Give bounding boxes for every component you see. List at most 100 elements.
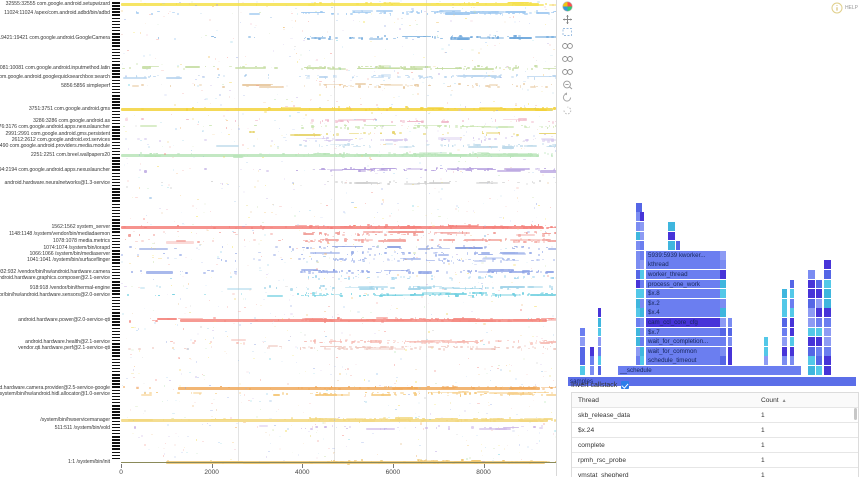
flame-frame[interactable] [764, 347, 768, 356]
flame-frame[interactable] [640, 299, 644, 308]
flame-frame[interactable] [816, 318, 822, 327]
move-icon[interactable] [558, 13, 578, 26]
flame-frame[interactable] [640, 308, 644, 317]
flame-frame[interactable] [782, 318, 787, 327]
help-badge[interactable]: HELP [831, 2, 858, 14]
flame-frame[interactable] [824, 270, 831, 279]
flame-frame[interactable] [790, 280, 794, 289]
flame-frame[interactable] [640, 270, 644, 279]
flame-frame[interactable] [668, 222, 675, 231]
flame-frame[interactable] [782, 356, 787, 365]
flame-frame[interactable] [808, 366, 815, 375]
flame-frame[interactable] [824, 328, 831, 337]
flame-frame[interactable] [790, 318, 794, 327]
flame-frame[interactable] [824, 299, 831, 308]
binoculars-icon-3[interactable] [558, 65, 578, 78]
flame-frame[interactable] [808, 347, 815, 356]
flame-frame[interactable]: __schedule [618, 366, 801, 375]
flame-frame[interactable] [720, 356, 726, 365]
flame-frame[interactable] [816, 280, 822, 289]
flame-frame[interactable] [720, 270, 726, 279]
flame-frame[interactable] [824, 280, 831, 289]
flame-frame[interactable] [598, 366, 601, 375]
flame-frame[interactable] [808, 328, 815, 337]
flame-frame[interactable] [720, 328, 726, 337]
flame-frame[interactable] [816, 289, 822, 298]
flame-frame[interactable] [720, 299, 726, 308]
flame-frame[interactable] [720, 260, 726, 269]
flame-frame[interactable] [764, 337, 768, 346]
flame-frame[interactable] [590, 366, 594, 375]
flame-frame[interactable]: schedule_timeout [646, 356, 720, 365]
flame-frame[interactable] [824, 318, 831, 327]
flame-frame[interactable] [790, 308, 794, 317]
flame-frame[interactable]: $x.4 [646, 308, 720, 317]
flame-frame[interactable] [808, 299, 815, 308]
flame-frame[interactable] [808, 318, 815, 327]
flame-frame[interactable] [580, 337, 585, 346]
flame-frame[interactable] [720, 280, 726, 289]
flame-frame[interactable] [824, 260, 831, 269]
color-picker-icon[interactable] [558, 0, 578, 13]
flame-frame[interactable] [580, 328, 585, 337]
flame-frame[interactable] [728, 318, 732, 327]
flame-frame[interactable] [808, 280, 815, 289]
flame-frame[interactable] [720, 251, 726, 260]
flame-frame[interactable] [640, 347, 644, 356]
flame-frame[interactable] [824, 289, 831, 298]
flame-frame[interactable] [790, 328, 794, 337]
flame-frame[interactable] [728, 347, 732, 356]
flame-frame[interactable] [816, 366, 822, 375]
flame-frame[interactable]: cam_ccl_core_cfg [646, 318, 720, 327]
flame-frame[interactable] [668, 241, 675, 250]
flame-frame[interactable] [782, 328, 787, 337]
flame-frame[interactable]: wait_for_common [646, 347, 720, 356]
flame-frame[interactable] [640, 328, 644, 337]
flame-frame[interactable] [816, 337, 822, 346]
flame-frame[interactable] [590, 356, 594, 365]
flame-frame[interactable] [640, 251, 644, 260]
binoculars-icon-2[interactable] [558, 52, 578, 65]
flame-frame[interactable]: kthread [646, 260, 720, 269]
flame-frame[interactable] [816, 356, 822, 365]
flame-frame[interactable] [790, 337, 794, 346]
flame-frame[interactable] [668, 232, 675, 241]
timeline-panel[interactable]: 32555:32555 com.google.android.setupwiza… [0, 0, 557, 476]
flame-frame[interactable] [782, 308, 787, 317]
flame-frame[interactable] [782, 299, 787, 308]
flame-frame[interactable] [640, 232, 644, 241]
zoom-out-icon[interactable] [558, 78, 578, 91]
flame-frame[interactable] [782, 337, 787, 346]
flame-frame[interactable]: worker_thread [646, 270, 720, 279]
flame-frame[interactable] [598, 328, 601, 337]
flame-frame[interactable] [640, 212, 644, 221]
flame-frame[interactable] [790, 289, 794, 298]
flame-frame[interactable] [720, 308, 726, 317]
flame-frame[interactable] [640, 222, 644, 231]
zoom-box-icon[interactable] [558, 26, 578, 39]
flame-frame[interactable] [824, 308, 831, 317]
flame-frame[interactable] [598, 356, 601, 365]
flame-frame[interactable]: process_one_work [646, 280, 720, 289]
flame-frame[interactable] [808, 270, 815, 279]
reset-icon[interactable] [558, 91, 578, 104]
flame-frame[interactable] [790, 347, 794, 356]
flame-frame[interactable]: wait_for_completion... [646, 337, 720, 346]
flame-frame[interactable] [782, 347, 787, 356]
flame-frame[interactable] [720, 347, 726, 356]
flame-frame[interactable] [790, 356, 794, 365]
flame-frame[interactable] [636, 203, 642, 212]
flame-frame[interactable] [580, 356, 585, 365]
flame-frame[interactable] [764, 356, 768, 365]
flame-frame[interactable] [816, 347, 822, 356]
flame-frame[interactable] [598, 308, 601, 317]
table-scrollbar[interactable] [854, 408, 858, 420]
flame-frame[interactable] [782, 289, 787, 298]
flame-frame[interactable] [598, 337, 601, 346]
flame-frame[interactable] [824, 366, 831, 375]
flame-frame[interactable]: 5939:5939 kworker... [646, 251, 720, 260]
